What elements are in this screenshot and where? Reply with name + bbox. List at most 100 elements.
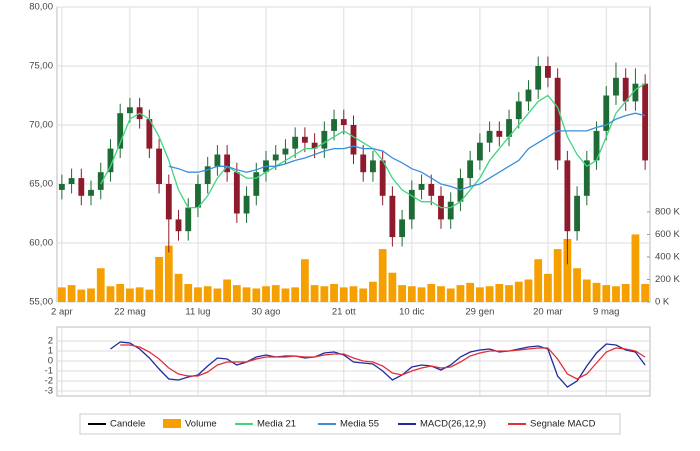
candle-body	[301, 136, 308, 143]
volume-bar	[602, 285, 611, 302]
volume-bar	[582, 279, 591, 302]
candle-body	[107, 148, 114, 173]
candle-body	[97, 172, 104, 190]
candle-body	[613, 77, 619, 96]
volume-bar	[407, 286, 416, 302]
x-tick-label: 2 apr	[51, 307, 73, 318]
y2-tick-label: 800 K	[655, 206, 680, 217]
candle-body	[126, 107, 133, 114]
volume-bar	[495, 283, 504, 302]
volume-bar	[573, 268, 581, 302]
candle-body	[428, 184, 435, 196]
candle-body	[476, 142, 483, 161]
candle-body	[233, 172, 240, 214]
volume-bar	[252, 288, 261, 302]
volume-bar	[135, 287, 144, 302]
volume-bar	[612, 286, 620, 302]
volume-bar	[223, 279, 232, 302]
y2-tick-label: 600 K	[655, 229, 680, 240]
candle-body	[642, 83, 649, 161]
candle-body	[331, 119, 337, 131]
y-tick-label: -2	[45, 376, 53, 387]
volume-bar	[87, 288, 95, 302]
candle-body	[214, 154, 221, 167]
volume-bar	[505, 285, 513, 302]
volume-bar	[466, 282, 475, 302]
candle-body	[88, 189, 94, 196]
candle-body	[68, 178, 75, 184]
volume-bar	[514, 281, 523, 302]
candle-body	[603, 95, 610, 131]
volume-bar	[359, 288, 368, 302]
candle-body	[447, 201, 454, 220]
candle-body	[389, 195, 396, 238]
candle-body	[350, 125, 357, 155]
y-tick-label: 1	[48, 346, 53, 357]
candle-body	[574, 195, 581, 232]
legend-label: MACD(26,12,9)	[420, 419, 486, 430]
candle-body	[418, 184, 425, 190]
volume-bar	[164, 245, 173, 302]
y-tick-label: -3	[45, 386, 53, 397]
volume-bar	[437, 286, 445, 302]
volume-bar	[203, 286, 212, 302]
volume-bar	[242, 287, 251, 302]
legend-label: Candele	[110, 419, 145, 430]
y-tick-label: 65,00	[29, 179, 53, 190]
volume-bar	[446, 288, 455, 302]
candle-body	[195, 184, 201, 208]
candle-body	[515, 101, 522, 120]
candle-body	[146, 119, 153, 149]
candle-body	[165, 184, 172, 220]
volume-bar	[417, 287, 426, 302]
candle-body	[593, 130, 600, 161]
volume-bar	[553, 249, 562, 302]
volume-bar	[96, 268, 105, 302]
candle-body	[311, 142, 318, 149]
volume-bar	[281, 288, 290, 302]
volume-bar	[330, 283, 338, 302]
volume-bar	[291, 287, 300, 302]
y-tick-label: -1	[45, 366, 53, 377]
candle-body	[321, 130, 328, 149]
candle-body	[272, 154, 279, 161]
candle-body	[408, 189, 415, 220]
volume-bar	[641, 283, 650, 302]
y2-tick-label: 400 K	[655, 251, 680, 262]
candle-body	[506, 119, 512, 137]
volume-bar	[369, 281, 377, 302]
volume-bar	[67, 285, 76, 302]
legend-label: Media 21	[257, 419, 296, 430]
candle-body	[379, 160, 386, 196]
candle-body	[496, 130, 503, 137]
x-tick-label: 20 mar	[533, 307, 563, 318]
y-tick-label: 55,00	[29, 297, 53, 308]
candle-body	[486, 130, 493, 143]
x-tick-label: 9 mag	[593, 307, 619, 318]
candle-body	[282, 148, 289, 155]
candle-body	[243, 195, 250, 214]
candle-body	[554, 77, 561, 161]
candle-body	[535, 66, 542, 90]
volume-bar	[310, 285, 319, 302]
volume-bar	[427, 283, 436, 302]
volume-bar	[398, 285, 406, 302]
volume-bar	[563, 238, 572, 302]
candle-body	[58, 184, 65, 190]
y2-tick-label: 0 K	[655, 297, 670, 308]
candle-body	[360, 154, 367, 173]
y-tick-label: 75,00	[29, 61, 53, 72]
candle-body	[185, 207, 192, 232]
volume-bar	[155, 256, 163, 302]
x-tick-label: 22 mag	[114, 307, 146, 318]
volume-bar	[534, 259, 543, 302]
candle-body	[292, 136, 299, 149]
candle-body	[370, 160, 376, 173]
volume-bar	[485, 286, 494, 302]
candle-body	[545, 66, 551, 78]
volume-bar	[126, 288, 134, 302]
candle-body	[78, 178, 85, 196]
volume-bar	[378, 249, 387, 302]
volume-bar	[174, 273, 183, 302]
